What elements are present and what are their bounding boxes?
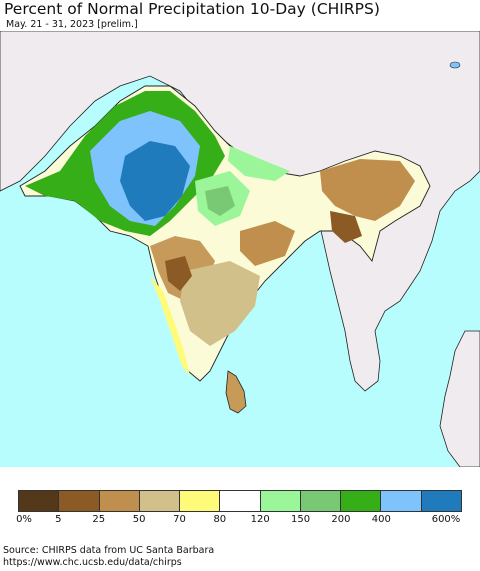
- southeast-asia-land: [439, 330, 480, 467]
- legend-tick-label: 80: [213, 514, 227, 525]
- legend-tick-label: 400: [371, 514, 391, 525]
- legend-swatch: [300, 491, 342, 511]
- legend-swatch: [139, 491, 181, 511]
- island-marker: [449, 61, 461, 69]
- legend-swatch: [220, 491, 261, 511]
- dry-region-northeast: [320, 159, 415, 221]
- dry-region-bengal: [330, 211, 362, 243]
- color-legend: [18, 490, 462, 512]
- wet-region-mid-green: [205, 186, 235, 216]
- wet-region-himalaya: [228, 146, 290, 181]
- legend-swatch: [99, 491, 140, 511]
- sri-lanka: [225, 370, 247, 414]
- land-outside-region: [0, 31, 480, 392]
- west-coast-strip: [150, 276, 190, 376]
- legend-tick-label: 5: [55, 514, 62, 525]
- legend-tick-label: 600%: [431, 514, 461, 525]
- map-title: Percent of Normal Precipitation 10-Day (…: [4, 0, 380, 18]
- legend-swatch: [180, 491, 221, 511]
- legend-tick-label: 70: [173, 514, 186, 525]
- very-dry-region: [165, 256, 192, 291]
- legend-swatch: [421, 491, 461, 511]
- dry-region-deccan: [180, 261, 260, 346]
- legend-tick-label: 0%: [16, 514, 32, 525]
- legend-swatch: [381, 491, 422, 511]
- dry-region-east: [240, 221, 295, 266]
- legend-swatch: [341, 491, 382, 511]
- legend-tick-label: 120: [250, 514, 270, 525]
- map-subtitle: May. 21 - 31, 2023 [prelim.]: [6, 19, 138, 30]
- source-line: Source: CHIRPS data from UC Santa Barbar…: [3, 545, 215, 556]
- legend-tick-label: 50: [132, 514, 146, 525]
- legend-tick-label: 150: [290, 514, 311, 525]
- legend-swatch: [260, 491, 301, 511]
- legend-tick-label: 200: [331, 514, 351, 525]
- legend-swatch: [19, 491, 60, 511]
- source-url: https://www.chc.ucsb.edu/data/chirps: [3, 557, 182, 568]
- legend-swatch: [59, 491, 100, 511]
- wet-region-dark-blue: [120, 141, 190, 221]
- precipitation-map: [0, 31, 480, 467]
- legend-tick-label: 25: [92, 514, 106, 525]
